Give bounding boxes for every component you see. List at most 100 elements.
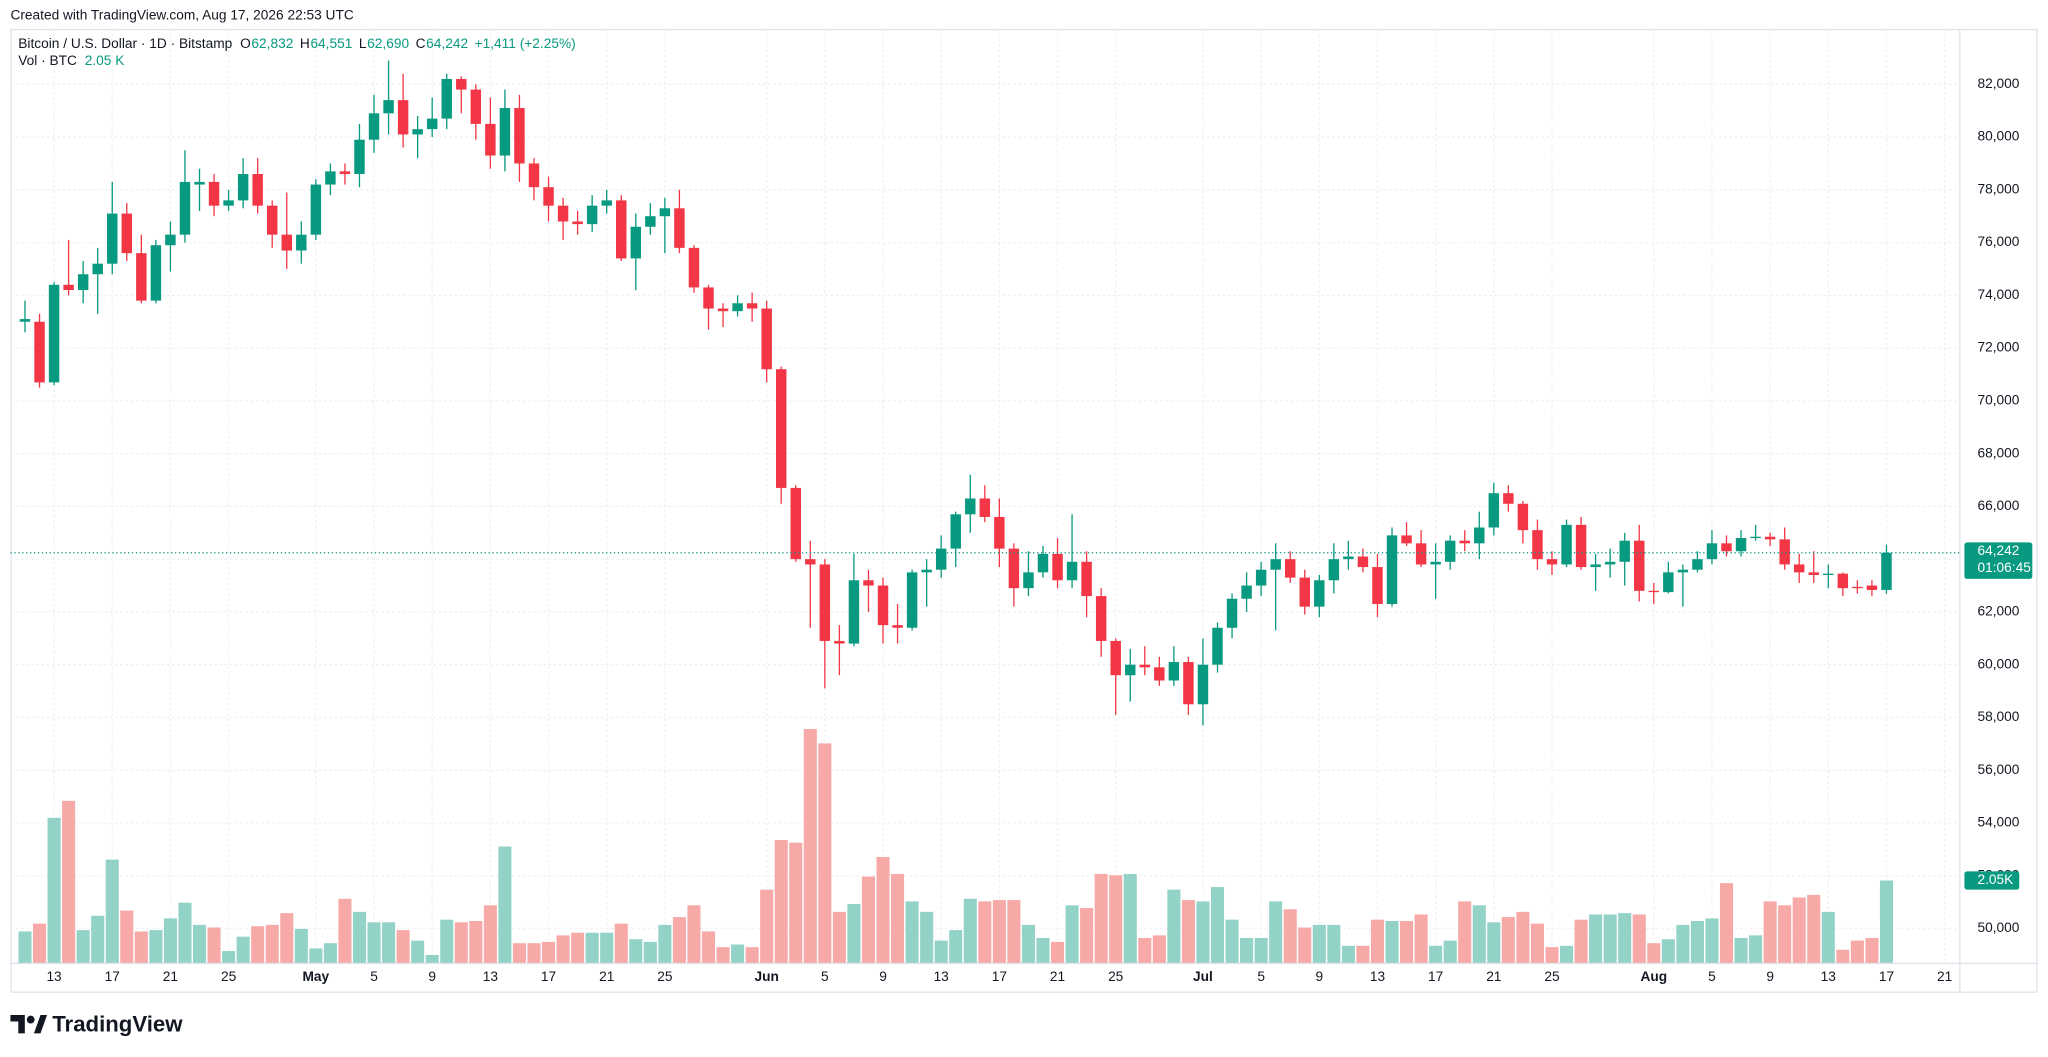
volume-bar <box>1661 939 1675 963</box>
y-tick-label: 74,000 <box>1977 287 2019 302</box>
volume-bar <box>614 923 628 963</box>
volume-bar <box>265 924 279 963</box>
volume-bar <box>222 951 236 963</box>
volume-bar <box>978 901 992 963</box>
candle-body <box>1517 503 1529 531</box>
x-tick-label: 21 <box>1486 969 1501 984</box>
candle-body <box>965 498 976 515</box>
candle-body <box>514 108 525 164</box>
volume-bar <box>847 904 861 963</box>
y-tick-label: 82,000 <box>1977 76 2019 91</box>
candle-body <box>1052 553 1063 581</box>
volume-bar <box>1429 945 1443 963</box>
candle-body <box>848 580 860 644</box>
volume-bar <box>323 943 337 963</box>
countdown-label: 01:06:45 <box>1977 560 2031 575</box>
candles <box>19 60 1892 726</box>
volume-bar <box>396 930 410 963</box>
y-tick-label: 72,000 <box>1977 340 2019 355</box>
volume-bar <box>469 921 483 963</box>
candle-body <box>1299 577 1310 607</box>
volume-bar <box>192 924 207 963</box>
volume-bar <box>1240 937 1254 963</box>
created-note: Created with TradingView.com, Aug 17, 20… <box>10 7 353 22</box>
candle-body <box>790 487 801 560</box>
volume-bar <box>934 940 948 963</box>
volume-bar <box>527 943 541 963</box>
candle-body <box>208 181 220 206</box>
candle-body <box>1881 552 1892 590</box>
last-price-box <box>1964 542 2033 579</box>
volume-header-value: 2.05 K <box>85 53 125 68</box>
candle-body <box>1386 535 1398 605</box>
candle-body <box>688 247 700 288</box>
volume-bar <box>76 930 90 963</box>
candle-body <box>601 200 612 206</box>
volume-bar <box>1589 914 1603 963</box>
candle-body <box>1183 662 1194 705</box>
x-tick-label: 21 <box>1937 969 1952 984</box>
candle-body <box>1866 585 1878 590</box>
candle-body <box>1401 535 1412 544</box>
volume-bar <box>789 842 803 963</box>
volume-bar <box>149 930 163 963</box>
volume-bar <box>1443 940 1457 963</box>
candle-body <box>1270 559 1281 570</box>
volume-bar <box>425 954 439 963</box>
candle-body <box>1837 573 1849 589</box>
volume-bar <box>1400 921 1414 963</box>
candle-body <box>877 585 889 626</box>
volume-value-label: 2.05K <box>1977 872 2013 887</box>
volume-bar <box>1763 901 1777 963</box>
candle-body <box>1154 667 1165 681</box>
x-tick-label: May <box>303 969 330 984</box>
volume-bar <box>1821 911 1835 963</box>
candle-body <box>63 284 74 291</box>
candle-body <box>1343 556 1354 560</box>
candle-body <box>1706 543 1718 560</box>
volume-bar <box>236 936 250 963</box>
x-tick-label: 5 <box>370 969 378 984</box>
x-tick-label: 5 <box>1708 969 1716 984</box>
x-tick-label: 25 <box>657 969 673 984</box>
volume-bar <box>1138 937 1152 963</box>
candle-body <box>761 308 772 370</box>
x-tick-label: 9 <box>1315 969 1323 984</box>
candle-body <box>48 284 60 383</box>
volume-bar <box>134 931 148 963</box>
volume-bar <box>1152 935 1166 963</box>
candle-body <box>834 640 845 644</box>
y-tick-label: 68,000 <box>1977 445 2019 460</box>
candle-body <box>1663 572 1674 593</box>
volume-bar <box>1472 905 1486 963</box>
volume-bar <box>542 941 556 963</box>
volume-bar <box>163 918 177 963</box>
volume-bar <box>294 928 308 963</box>
candle-body <box>150 245 162 301</box>
x-tick-label: 21 <box>163 969 178 984</box>
volume-name: Vol · BTC <box>18 53 77 68</box>
volume-bar <box>658 924 672 963</box>
x-tick-label: 25 <box>1108 969 1124 984</box>
candle-body <box>1488 493 1500 528</box>
volume-bar <box>905 901 919 963</box>
volume-bar <box>1327 924 1341 963</box>
volume-bar <box>1036 937 1050 963</box>
candle-body <box>223 200 234 206</box>
x-tick-label: Jul <box>1193 969 1213 984</box>
grid <box>10 28 1960 963</box>
volume-bar <box>1749 935 1763 963</box>
ohlc-value: 64,551 <box>310 36 352 51</box>
volume-bar <box>367 922 381 963</box>
x-tick-label: 17 <box>992 969 1007 984</box>
candle-body <box>1750 536 1761 539</box>
x-tick-label: 13 <box>934 969 950 984</box>
volume-bar <box>687 905 701 963</box>
volume-bar <box>1792 897 1806 963</box>
volume-bar <box>1690 921 1704 963</box>
candle-body <box>34 321 45 383</box>
volume-bar <box>1545 947 1559 963</box>
candle-body <box>659 208 671 217</box>
volume-bar <box>440 919 454 963</box>
candle-body <box>645 216 656 227</box>
